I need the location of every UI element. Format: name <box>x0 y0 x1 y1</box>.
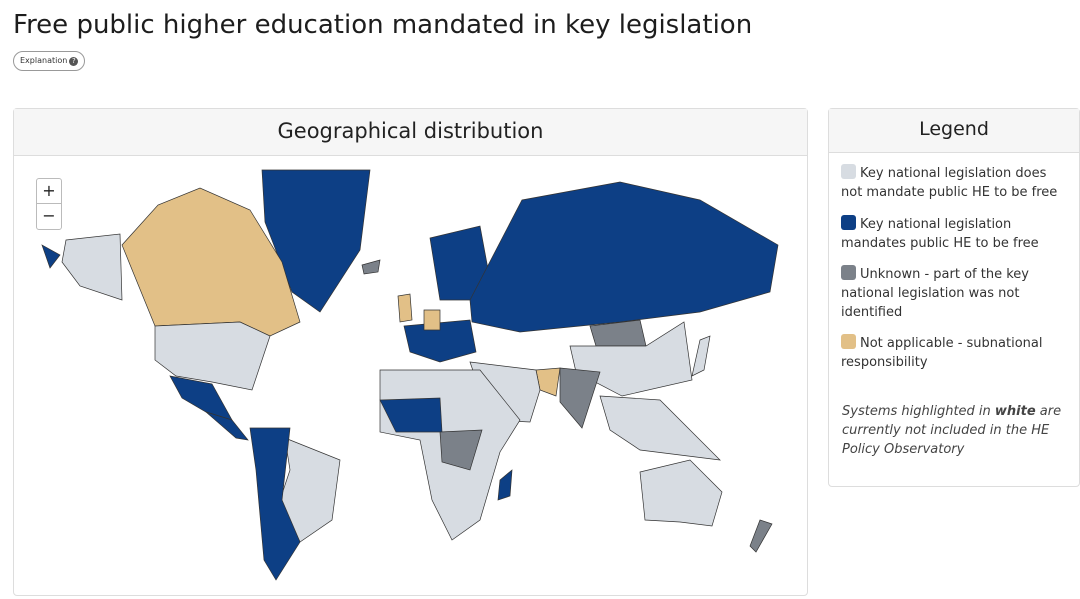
legend-label: Not applicable - subnational responsibil… <box>841 336 1043 370</box>
europe <box>403 319 477 363</box>
greenland <box>261 169 371 313</box>
map-panel: Geographical distribution <box>13 108 808 596</box>
alaska <box>61 233 123 301</box>
japan <box>691 335 711 377</box>
zoom-control: + − <box>36 178 62 230</box>
new-zealand <box>749 519 773 553</box>
germany <box>423 309 441 331</box>
legend-title: Legend <box>919 118 989 140</box>
central-america <box>205 411 249 441</box>
map-panel-header: Geographical distribution <box>14 109 807 156</box>
legend-note: Systems highlighted in white are current… <box>842 402 1062 459</box>
legend-item: Key national legislation mandates public… <box>841 215 1069 253</box>
madagascar <box>497 469 513 501</box>
zoom-out[interactable]: − <box>42 206 56 225</box>
legend-panel: Legend <box>828 108 1080 487</box>
legend-item: Unknown - part of the key national legis… <box>841 265 1069 322</box>
legend-swatch <box>841 215 856 230</box>
legend-swatch <box>841 164 856 179</box>
note-text: Systems highlighted in <box>842 404 995 419</box>
world-map <box>41 169 779 581</box>
page-title: Free public higher education mandated in… <box>13 10 753 40</box>
legend-label: Key national legislation does not mandat… <box>841 166 1058 200</box>
andes <box>249 427 301 581</box>
legend-swatch <box>841 265 856 280</box>
russia <box>469 181 779 333</box>
note-emphasis: white <box>994 404 1036 419</box>
explanation-label: Explanation <box>20 56 68 65</box>
central-africa <box>439 429 483 471</box>
legend-header: Legend <box>829 109 1079 153</box>
map-panel-title: Geographical distribution <box>277 119 544 143</box>
note-text: are currently not included in the HE Pol… <box>842 404 1062 457</box>
legend-label: Unknown - part of the key national legis… <box>841 267 1029 320</box>
legend-label: Key national legislation mandates public… <box>841 217 1039 251</box>
australia <box>639 459 723 527</box>
help-icon: ? <box>69 57 79 66</box>
zoom-in[interactable]: + <box>37 179 61 204</box>
iceland <box>361 259 381 275</box>
legend-swatch <box>841 334 856 349</box>
legend-item: Not applicable - subnational responsibil… <box>841 334 1069 372</box>
southeast-asia <box>599 395 721 461</box>
russia-east <box>41 244 61 269</box>
legend-item: Key national legislation does not mandat… <box>841 164 1069 202</box>
usa <box>154 321 271 391</box>
uk <box>397 293 413 323</box>
explanation-button[interactable]: Explanation? <box>13 51 86 71</box>
india <box>559 367 601 429</box>
